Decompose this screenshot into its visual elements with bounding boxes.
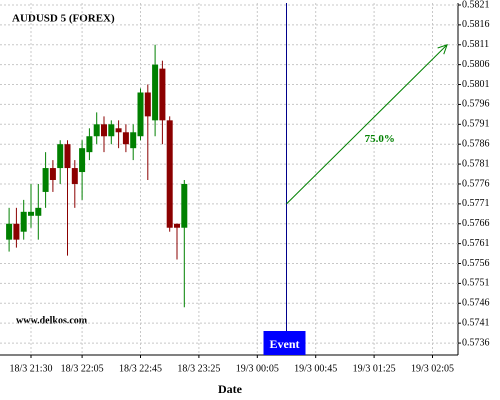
candle-body — [57, 144, 64, 169]
candle-body — [166, 120, 173, 228]
y-tick-label: 0.5756 — [462, 258, 490, 269]
y-tick-label: 0.5766 — [462, 218, 490, 229]
x-axis-label: Date — [218, 382, 243, 396]
x-tick-label: 19/3 02:05 — [411, 363, 454, 374]
x-tick-label: 18/3 21:30 — [9, 363, 52, 374]
event-label: Event — [270, 337, 300, 351]
candle-body — [181, 183, 188, 228]
y-tick-label: 0.5741 — [462, 317, 490, 328]
arrow-label: 75.0% — [365, 133, 395, 145]
candle-body — [35, 207, 42, 216]
candle-body — [137, 92, 144, 137]
arrow-head — [437, 43, 448, 55]
x-tick-label: 18/3 23:25 — [177, 363, 220, 374]
candle-body — [174, 223, 180, 228]
candle-body — [79, 148, 86, 173]
y-tick-label: 0.5821 — [462, 0, 490, 10]
y-tick-label: 0.5816 — [462, 19, 490, 30]
y-tick-label: 0.5776 — [462, 178, 490, 189]
candle-body — [71, 168, 78, 184]
x-tick-label: 19/3 01:25 — [353, 363, 396, 374]
candle-body — [152, 64, 159, 121]
y-tick-label: 0.5786 — [462, 138, 490, 149]
candle-body — [93, 124, 100, 137]
x-tick-label: 18/3 22:45 — [119, 363, 162, 374]
candle-body — [144, 92, 151, 117]
candle-body — [64, 144, 71, 169]
chart-title: AUDUSD 5 (FOREX) — [12, 13, 115, 25]
arrow-line — [286, 44, 448, 205]
candle-body — [86, 136, 93, 153]
y-tick-label: 0.5751 — [462, 278, 490, 289]
candle-body — [49, 168, 56, 180]
y-tick-label: 0.5801 — [462, 79, 490, 90]
candle-body — [115, 128, 122, 133]
y-tick-label: 0.5746 — [462, 298, 490, 309]
event-box — [263, 331, 306, 355]
y-tick-label: 0.5811 — [462, 39, 489, 50]
candle-body — [20, 211, 27, 232]
candle-body — [13, 223, 20, 240]
candle-body — [122, 132, 129, 145]
y-tick-label: 0.5771 — [462, 198, 490, 209]
x-tick-label: 18/3 22:05 — [61, 363, 104, 374]
candle-body — [130, 132, 137, 149]
candle-body — [159, 68, 166, 121]
y-tick-label: 0.5806 — [462, 59, 490, 70]
x-tick-label: 19/3 00:45 — [294, 363, 337, 374]
watermark: www.delkos.com — [16, 315, 88, 326]
candle-body — [42, 168, 49, 192]
candle-body — [101, 124, 107, 137]
candle-body — [28, 211, 34, 216]
x-tick-label: 19/3 00:05 — [236, 363, 279, 374]
y-tick-label: 0.5796 — [462, 99, 490, 110]
y-tick-label: 0.5736 — [462, 337, 490, 348]
candle-body — [108, 124, 115, 137]
y-tick-label: 0.5761 — [462, 238, 490, 249]
y-tick-label: 0.5781 — [462, 158, 490, 169]
candle-body — [6, 223, 13, 240]
y-tick-label: 0.5791 — [462, 119, 490, 130]
